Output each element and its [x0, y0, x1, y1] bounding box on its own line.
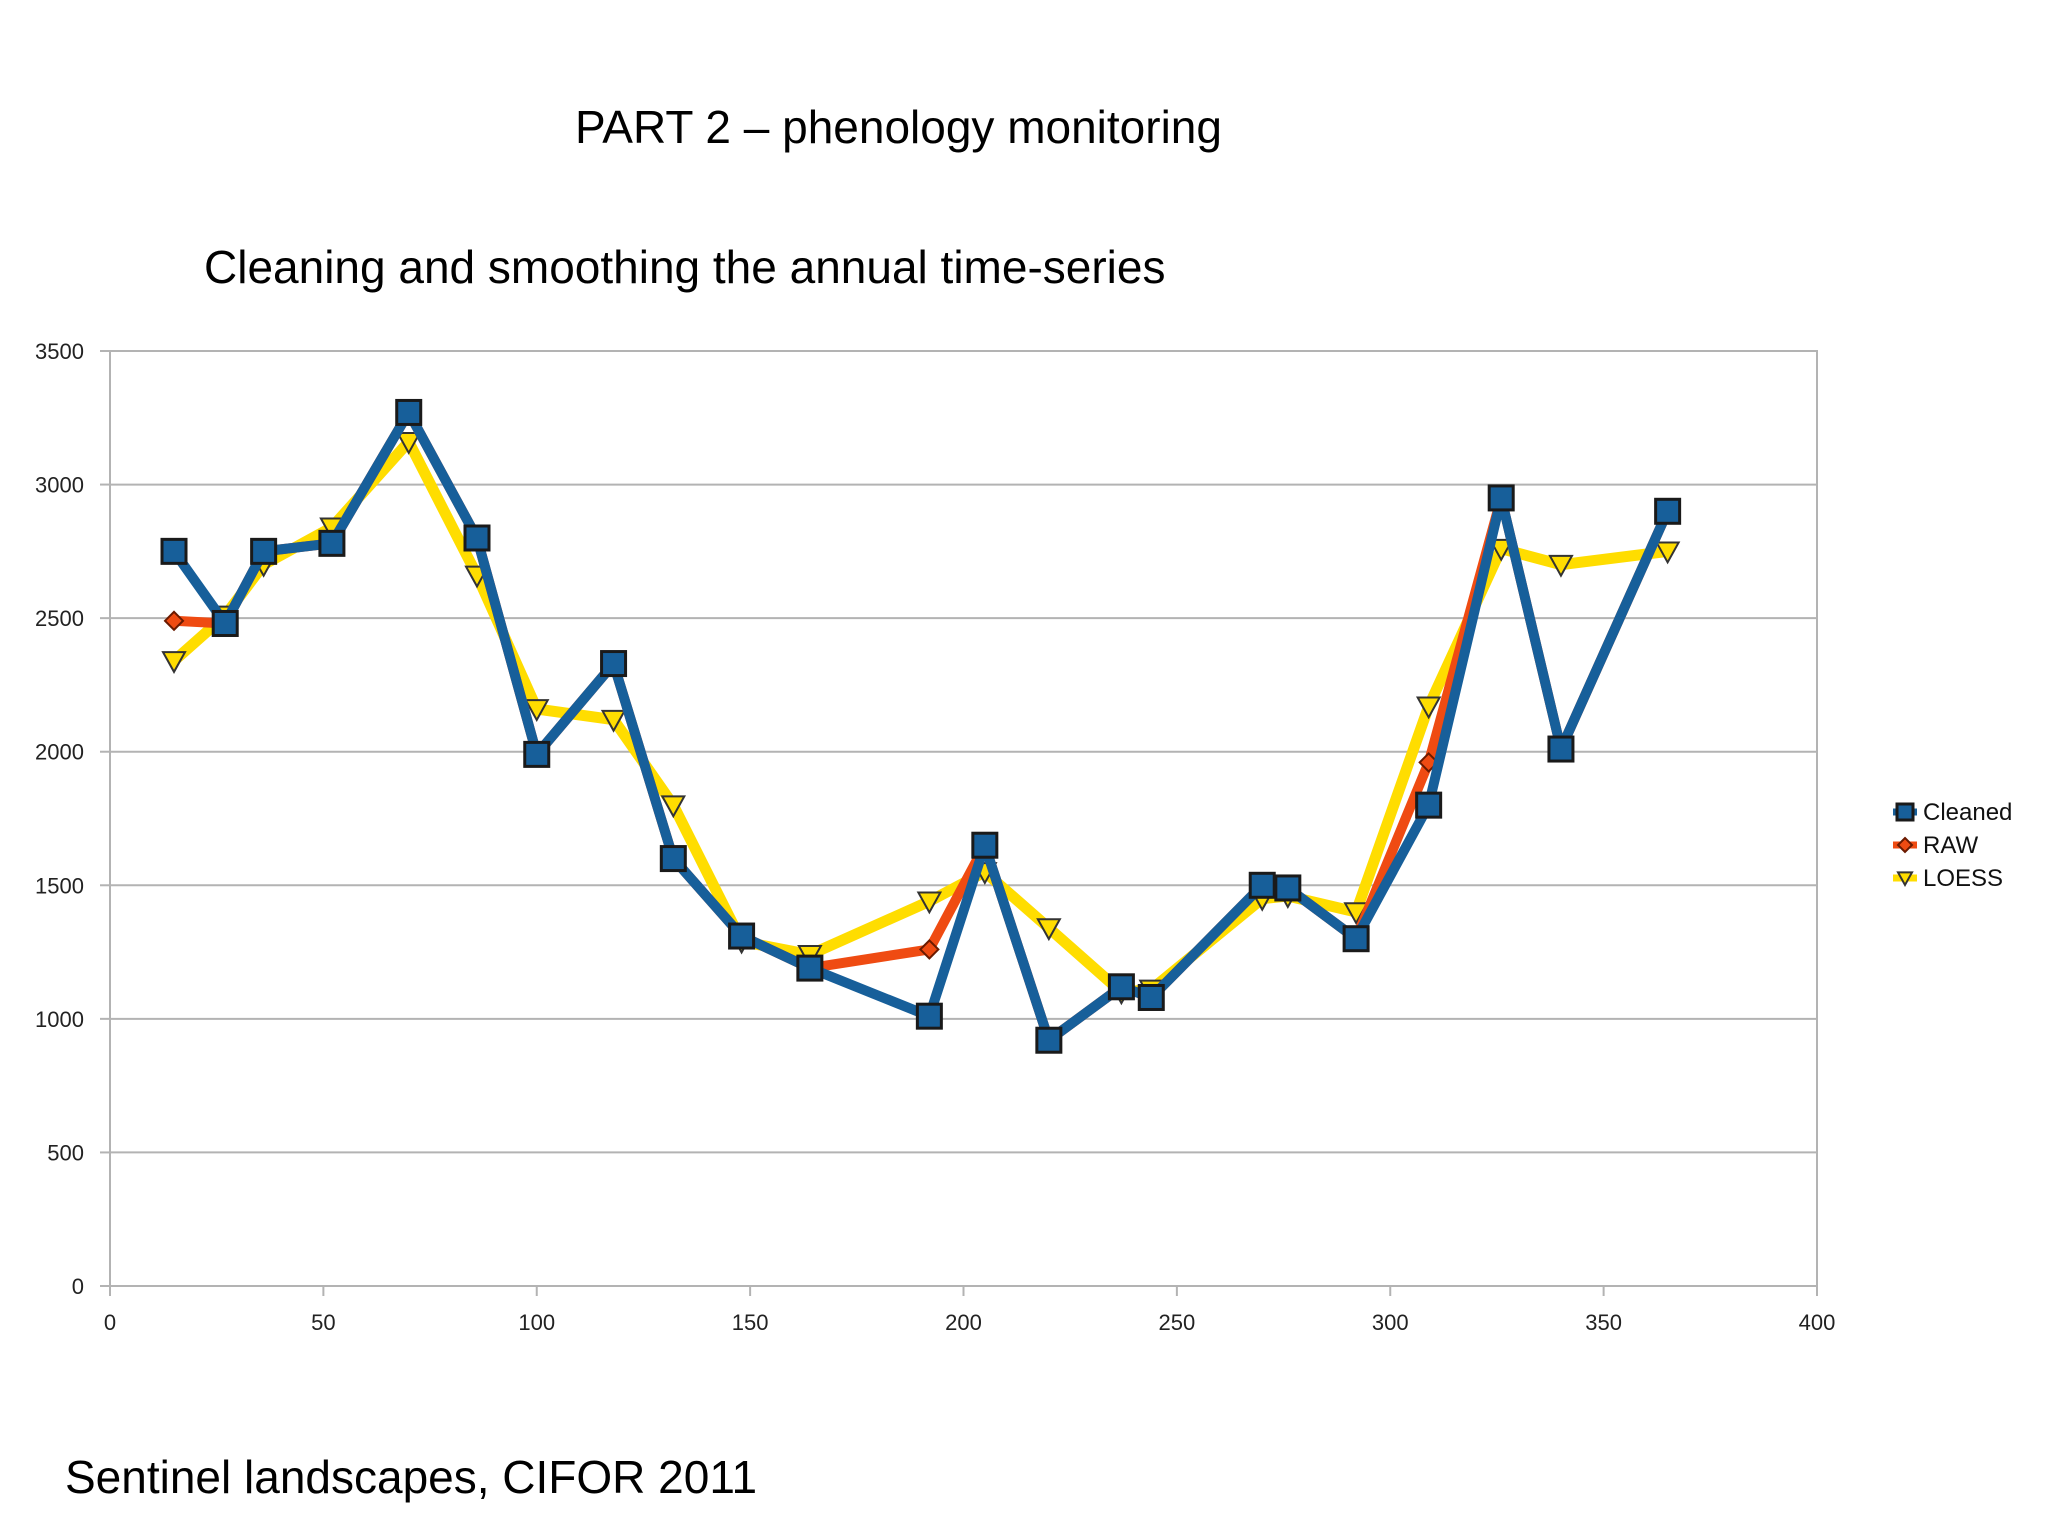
data-point-loess [396, 432, 422, 455]
y-tick-label: 1500 [35, 873, 84, 898]
data-point-cleaned [318, 529, 346, 557]
data-point-cleaned [1547, 735, 1575, 763]
slide-subtitle: Cleaning and smoothing the annual time-s… [204, 241, 1166, 293]
x-tick-label: 400 [1799, 1310, 1836, 1335]
data-point-raw [163, 610, 185, 632]
footer-credit: Sentinel landscapes, CIFOR 2011 [65, 1451, 758, 1503]
data-point-cleaned [523, 740, 551, 768]
legend-item-loess: LOESS [1893, 865, 2003, 892]
data-point-cleaned [659, 845, 687, 873]
data-point-cleaned [1137, 983, 1165, 1011]
data-point-loess [916, 891, 943, 915]
data-point-loess [1548, 554, 1574, 578]
data-point-loess [524, 699, 550, 723]
x-tick-label: 250 [1159, 1310, 1196, 1335]
series-layer [160, 398, 1682, 1054]
data-point-cleaned [250, 537, 278, 565]
legend-swatch-marker [1896, 836, 1914, 854]
data-point-loess [1415, 696, 1442, 720]
data-point-cleaned [211, 609, 239, 637]
plot-frame [109, 350, 1818, 1287]
x-tick-label: 50 [311, 1310, 335, 1335]
x-tick-label: 150 [732, 1310, 769, 1335]
x-tick-label: 300 [1372, 1310, 1409, 1335]
legend-label: Cleaned [1923, 799, 2012, 826]
y-tick-label: 1000 [35, 1007, 84, 1032]
data-point-loess [660, 795, 687, 819]
data-point-cleaned [600, 650, 628, 678]
data-point-cleaned [1654, 497, 1682, 525]
data-point-cleaned [971, 831, 999, 859]
data-point-loess [161, 651, 187, 674]
x-tick-label: 100 [518, 1310, 555, 1335]
legend-label: LOESS [1923, 865, 2003, 892]
legend-swatch-marker [1895, 802, 1915, 822]
data-point-cleaned [1035, 1026, 1063, 1054]
legend-label: RAW [1923, 832, 1978, 859]
grid-lines [109, 350, 1818, 1287]
x-tick-label: 200 [945, 1310, 982, 1335]
axes: 0 500 1000 1500 2000 2500 3000 3500 0 50 100 150 200… [35, 339, 1835, 1335]
y-tick-label: 500 [47, 1140, 84, 1165]
legend-swatch-marker [1896, 871, 1914, 888]
data-point-cleaned [463, 524, 491, 552]
series-loess [161, 432, 1681, 1006]
x-tick-label: 350 [1585, 1310, 1622, 1335]
y-tick-label: 3000 [35, 473, 84, 498]
data-point-cleaned [1415, 791, 1443, 819]
y-tick-label: 2000 [35, 740, 84, 765]
data-point-cleaned [1248, 871, 1276, 899]
data-point-loess [600, 709, 627, 733]
legend-item-raw: RAW [1893, 832, 1978, 859]
series-cleaned [160, 398, 1682, 1054]
data-point-cleaned [1342, 925, 1370, 953]
data-point-loess [1036, 918, 1062, 942]
legend: Cleaned RAW LOESS [1893, 799, 2012, 892]
data-point-raw [918, 938, 940, 960]
y-tick-label: 3500 [35, 339, 84, 364]
data-point-cleaned [1487, 484, 1515, 512]
data-point-loess [1488, 538, 1514, 562]
data-point-cleaned [1274, 874, 1302, 902]
data-point-cleaned [728, 922, 756, 950]
x-tick-label: 0 [104, 1310, 116, 1335]
data-point-loess [1654, 541, 1681, 565]
data-point-cleaned [160, 537, 188, 565]
slide-title: PART 2 – phenology monitoring [575, 101, 1222, 153]
y-tick-label: 2500 [35, 606, 84, 631]
data-point-cleaned [915, 1002, 943, 1030]
data-point-cleaned [395, 398, 423, 426]
legend-item-cleaned: Cleaned [1893, 799, 2012, 826]
y-tick-label: 0 [72, 1274, 84, 1299]
data-point-cleaned [796, 954, 824, 982]
data-point-cleaned [1107, 973, 1135, 1001]
